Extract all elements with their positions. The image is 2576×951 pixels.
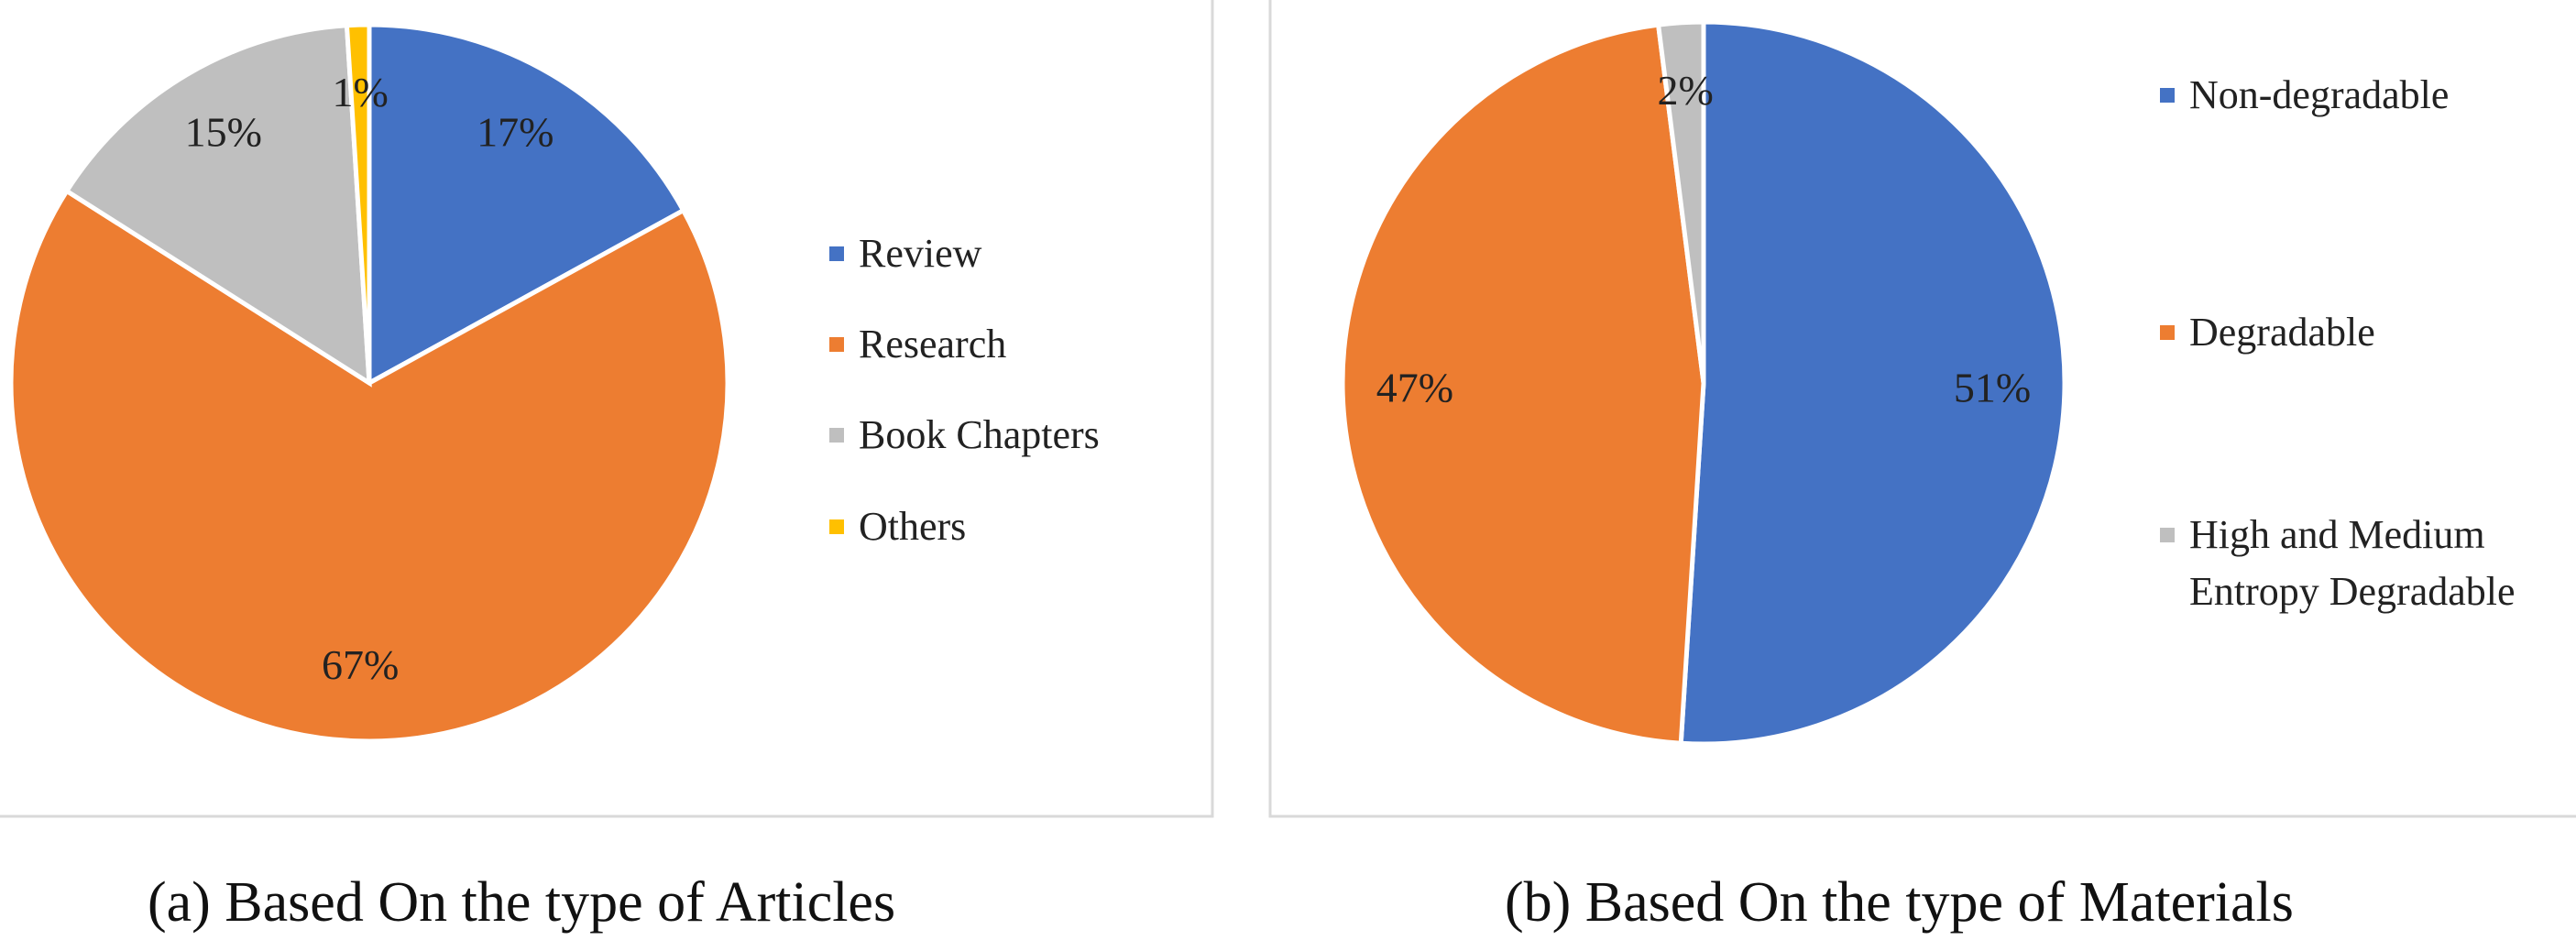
legend-item: Others <box>829 498 1196 555</box>
pie-slice <box>1655 19 1706 384</box>
legend-item: Book Chapters <box>829 407 1196 464</box>
legend-swatch <box>2160 325 2175 340</box>
legend-label: Non-degradable <box>2189 72 2450 117</box>
pie-slice <box>1678 19 2067 747</box>
legend-swatch <box>829 428 844 443</box>
legend-item: High and Medium Entropy Degradable <box>2160 507 2563 620</box>
legend-label: Review <box>859 231 982 276</box>
legend-item: Degradable <box>2160 304 2563 361</box>
data-label: 51% <box>1954 364 2031 410</box>
legend-item: Review <box>829 225 1196 282</box>
legend-swatch <box>2160 528 2175 542</box>
pie-slice <box>63 23 372 388</box>
panel-border <box>0 0 1214 818</box>
pie-slice <box>367 22 687 388</box>
legend-swatch <box>2160 88 2175 103</box>
pie-slice <box>344 22 372 384</box>
pie-slice <box>1340 22 1706 746</box>
legend-label: Others <box>859 504 967 549</box>
legend-swatch <box>829 246 844 261</box>
data-label: 1% <box>333 69 389 115</box>
legend-item: Non-degradable <box>2160 67 2563 124</box>
data-label: 17% <box>477 108 554 155</box>
legend-label: Degradable <box>2189 310 2375 355</box>
legend-label: Research <box>859 322 1007 366</box>
legend-label: High and Medium Entropy Degradable <box>2189 512 2516 614</box>
data-label: 2% <box>1658 67 1714 114</box>
data-label: 15% <box>185 108 262 155</box>
panel-border <box>1268 0 2576 818</box>
caption: (a) Based On the type of Articles <box>148 871 896 934</box>
data-label: 67% <box>322 641 399 688</box>
data-label: 47% <box>1376 364 1453 410</box>
legend-swatch <box>829 337 844 352</box>
legend-item: Research <box>829 316 1196 373</box>
pie-slice <box>8 188 730 744</box>
caption: (b) Based On the type of Materials <box>1505 871 2294 934</box>
legend-label: Book Chapters <box>859 412 1100 457</box>
legend-swatch <box>829 519 844 534</box>
